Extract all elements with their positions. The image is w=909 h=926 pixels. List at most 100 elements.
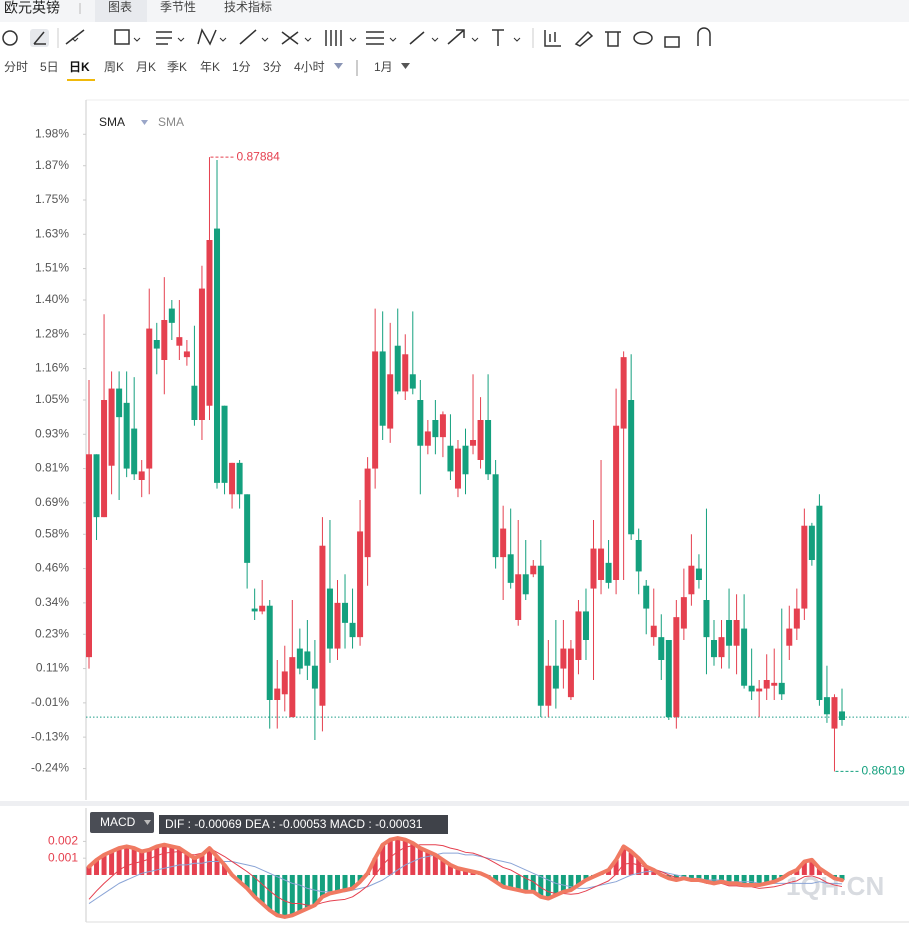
macd-bar — [568, 874, 574, 891]
macd-bar — [222, 864, 228, 875]
legend-item[interactable]: SMA — [158, 115, 184, 129]
dropdown-caret — [71, 37, 521, 42]
toolbar-icon[interactable] — [239, 29, 257, 45]
legend-item[interactable]: SMA — [99, 115, 125, 129]
candle-body — [183, 351, 190, 358]
toolbar-icon[interactable] — [664, 36, 680, 48]
macd-bar — [560, 874, 566, 892]
toolbar-icon[interactable] — [325, 30, 342, 46]
candle-body — [545, 665, 552, 706]
candle-body — [786, 628, 793, 646]
period-button[interactable]: 日K — [69, 60, 90, 74]
top-bar — [0, 0, 909, 22]
period-button[interactable]: 4小时 — [294, 60, 325, 74]
candle-body — [379, 351, 386, 426]
candle-body — [688, 565, 695, 595]
macd-bar — [199, 854, 205, 875]
candle-body — [673, 617, 680, 718]
candle-body — [733, 620, 740, 646]
dropdown-caret[interactable] — [401, 63, 410, 69]
toolbar-icon[interactable] — [697, 27, 711, 46]
macd-bar — [237, 874, 243, 882]
candle-body — [718, 637, 725, 658]
macd-bar — [319, 874, 325, 897]
candle-body — [454, 448, 461, 489]
candle-body — [176, 337, 183, 346]
period-button[interactable]: 月K — [136, 60, 156, 74]
candle-body — [86, 454, 92, 658]
toolbar-icon[interactable] — [544, 30, 561, 47]
macd-bar — [282, 874, 288, 917]
candle-body — [402, 354, 409, 392]
candle-body — [816, 505, 823, 700]
period-button[interactable]: 3分 — [263, 60, 282, 74]
candle-body — [590, 548, 597, 589]
toolbar-icon[interactable] — [33, 31, 46, 45]
candle-body — [168, 308, 175, 323]
candle-body — [93, 454, 100, 518]
macd-bar — [606, 869, 612, 875]
macd-bar — [101, 854, 107, 875]
annotation: 0.86019 — [861, 764, 905, 778]
tab[interactable]: 技术指标 — [224, 0, 272, 14]
indicator-button[interactable] — [90, 812, 154, 833]
toolbar-icon[interactable] — [633, 31, 653, 45]
macd-bar — [425, 851, 431, 875]
toolbar-icon[interactable] — [574, 30, 594, 47]
macd-bar — [289, 874, 295, 916]
toolbar-icon[interactable] — [156, 31, 172, 45]
macd-bar — [116, 848, 122, 875]
y-tick-label: 1.05% — [35, 392, 69, 406]
tab[interactable]: 图表 — [108, 0, 132, 14]
period-button[interactable]: 季K — [167, 60, 187, 74]
period-button[interactable]: 年K — [200, 60, 220, 74]
dropdown-caret — [144, 820, 151, 825]
macd-bar — [553, 874, 559, 896]
y-tick-label: -0.13% — [31, 729, 69, 743]
period-button[interactable]: 5日 — [40, 60, 59, 74]
candle-body — [635, 540, 642, 572]
period-button[interactable]: 分时 — [4, 60, 28, 74]
candle-body — [229, 462, 236, 495]
candle-body — [515, 574, 522, 620]
candle-body — [507, 554, 514, 583]
macd-bar — [583, 874, 589, 881]
period-button[interactable]: 周K — [104, 60, 124, 74]
toolbar-icon[interactable] — [447, 29, 465, 45]
period-bar: 分时 5日 日K 周K 月K 季K 年K 1分 3分 4小时 — [4, 60, 325, 81]
toolbar-icon[interactable] — [2, 30, 18, 46]
toolbar-icon[interactable] — [409, 31, 425, 45]
dropdown-caret[interactable] — [334, 63, 343, 69]
toolbar-icon[interactable] — [197, 28, 217, 46]
tab[interactable]: 季节性 — [160, 0, 196, 14]
candle-body — [650, 625, 657, 638]
candle-body — [349, 622, 356, 638]
annotation: 0.87884 — [236, 149, 280, 163]
macd-bar — [696, 874, 702, 881]
macd-bar — [131, 848, 137, 875]
candle-body — [387, 374, 394, 429]
candle-body — [492, 474, 499, 558]
toolbar-icon[interactable] — [605, 31, 621, 47]
toolbar-icon[interactable] — [281, 31, 299, 45]
toolbar-icon[interactable] — [114, 29, 130, 45]
candle-body — [319, 545, 326, 706]
candle-body — [198, 288, 205, 420]
month-select[interactable]: 1月 — [374, 60, 393, 74]
candle-body — [831, 697, 838, 729]
candle-body — [281, 671, 288, 695]
y-tick-label: 1.40% — [35, 292, 69, 306]
period-button[interactable]: 1分 — [232, 60, 251, 74]
toolbar-icon[interactable] — [366, 31, 384, 45]
toolbar-icon[interactable] — [65, 29, 85, 45]
toolbar-icon[interactable] — [492, 29, 504, 46]
macd-bar — [191, 858, 197, 875]
candle-body — [244, 494, 251, 563]
candle-body — [756, 688, 763, 692]
macd-bar — [523, 874, 529, 892]
candle-body — [643, 585, 650, 609]
macd-bar — [94, 859, 100, 875]
indicator-name[interactable]: MACD — [100, 815, 136, 829]
candle-body — [522, 574, 529, 595]
active-underline — [67, 79, 95, 81]
